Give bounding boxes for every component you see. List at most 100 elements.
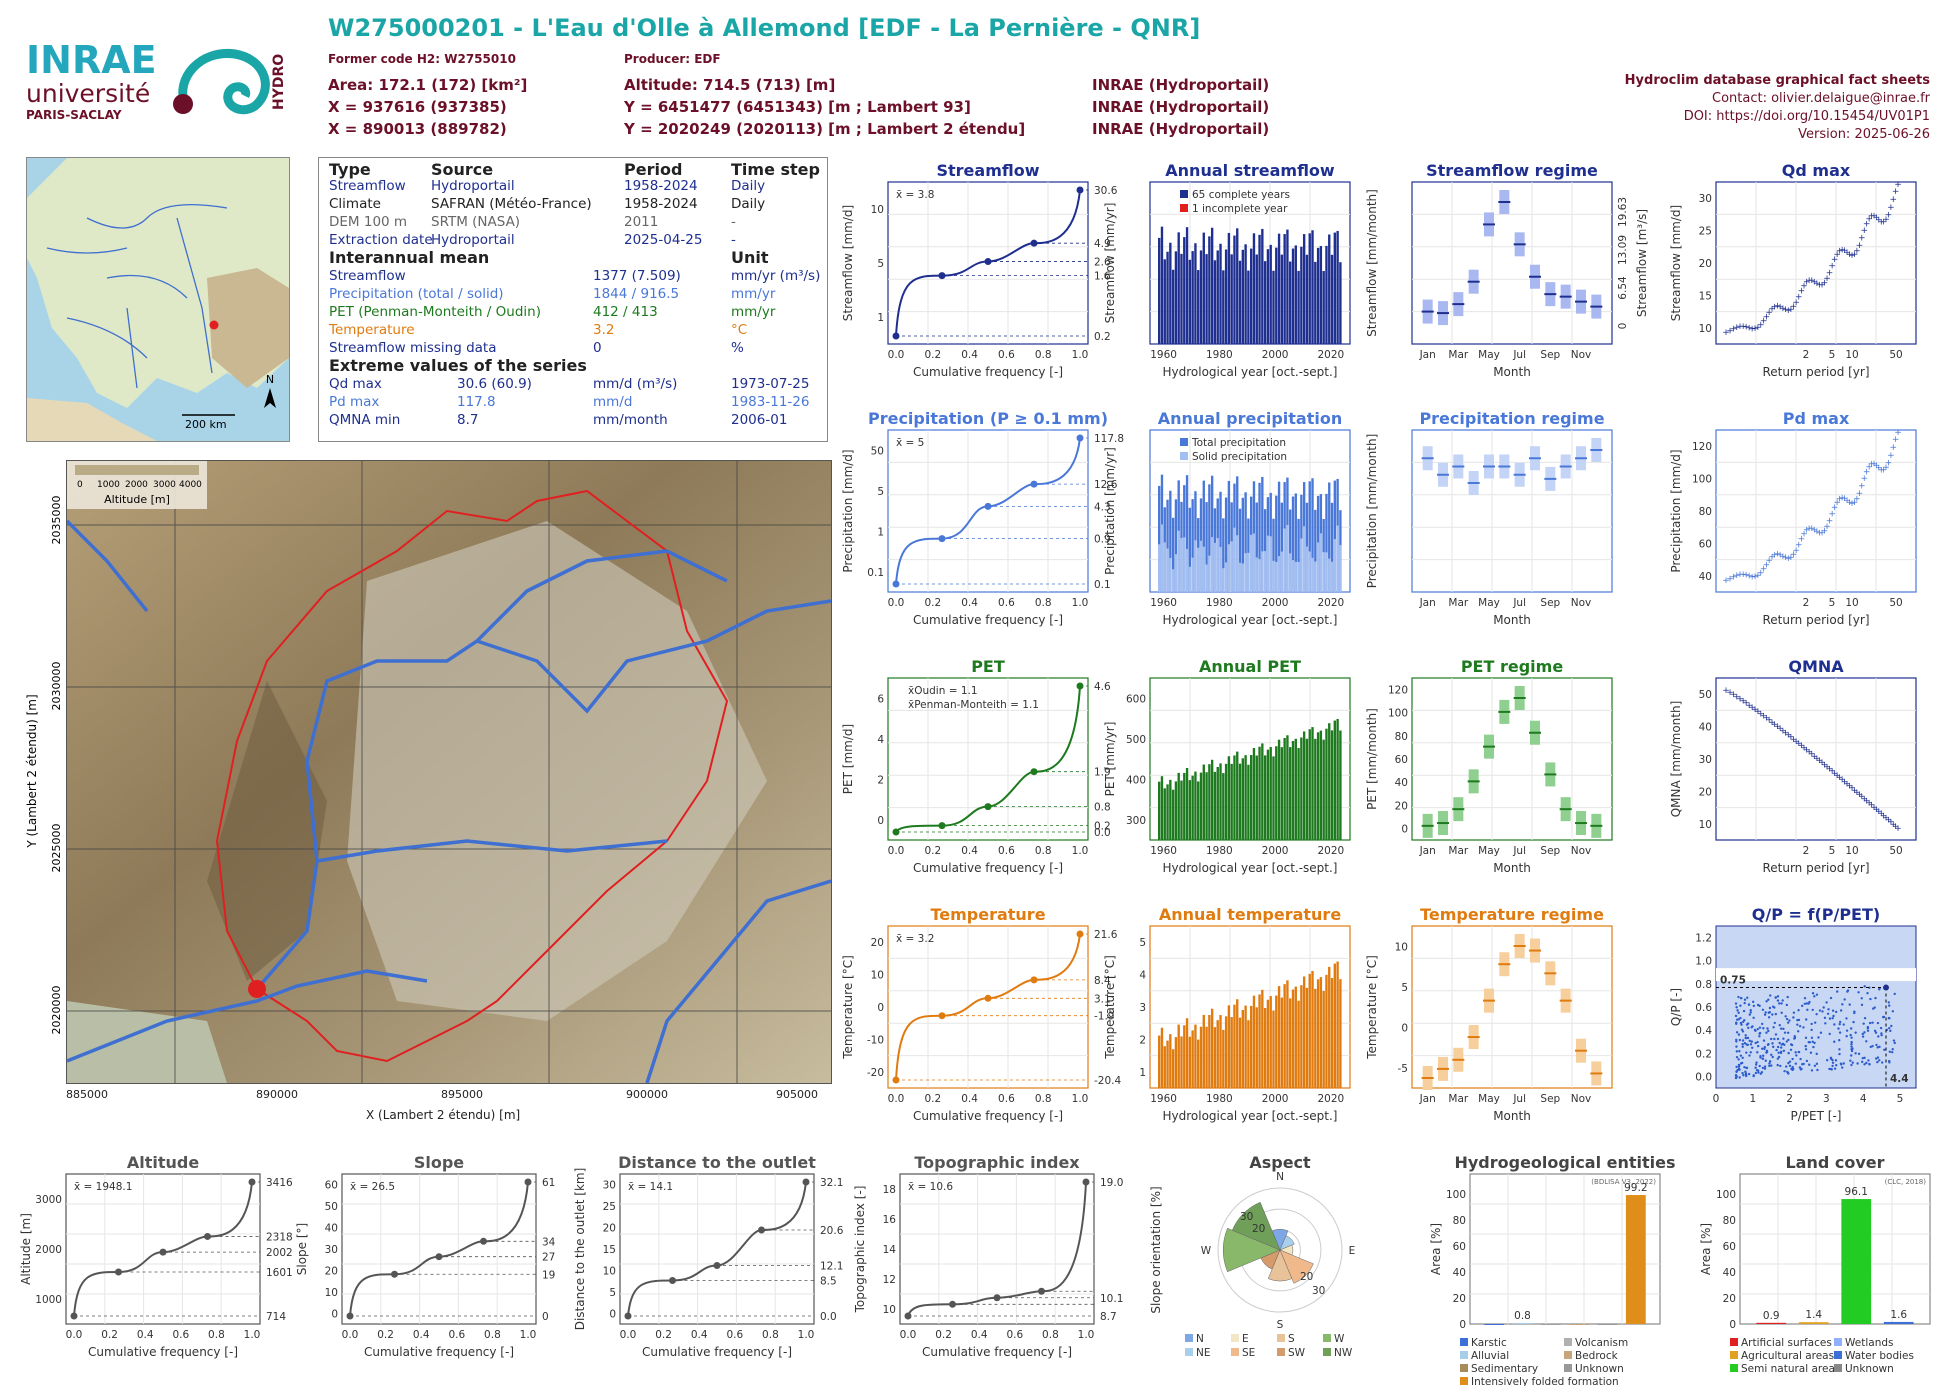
scatter-point [1850, 1036, 1853, 1039]
x-tick-label: 1980 [1206, 845, 1233, 857]
bar [1289, 509, 1292, 592]
scatter-point [1815, 1062, 1819, 1066]
scatter-point [1779, 1064, 1782, 1068]
return-period-point: + [1868, 460, 1876, 470]
y-axis-label: Q/P [-] [1669, 988, 1683, 1026]
return-period-point: + [1843, 496, 1851, 506]
chart-title: Q/P = f(P/PET) [1752, 905, 1880, 924]
legend-entry: Unknown [1845, 1363, 1894, 1375]
bar [1163, 259, 1166, 344]
y-tick-label: 1 [877, 526, 884, 538]
scatter-point [1831, 1009, 1835, 1012]
bar [1252, 995, 1256, 1088]
scatter-point [1776, 1037, 1780, 1041]
mean-name: Streamflow missing data [329, 340, 497, 356]
x-tick-label: Nov [1571, 845, 1592, 857]
bar [1263, 509, 1267, 592]
scatter-point [1741, 1056, 1744, 1060]
y-tick-label: 0.1 [867, 567, 884, 579]
scatter-point [1824, 1022, 1827, 1025]
bar-value-label: 1.4 [1805, 1309, 1822, 1321]
bar [1202, 1014, 1205, 1088]
y-tick-label: 100 [1692, 474, 1712, 486]
return-period-point: + [1853, 247, 1861, 257]
scatter-point [1893, 1041, 1896, 1045]
scatter-point [1757, 1071, 1760, 1074]
bar [1197, 781, 1200, 840]
x-tick-label: 1960 [1150, 349, 1177, 361]
x-axis-label: Hydrological year [oct.-sept.] [1163, 1109, 1338, 1123]
x-tick-label: 10 [1845, 597, 1858, 609]
y-tick-label: 60 [1723, 1241, 1736, 1253]
right-tick-label: 19.0 [1100, 1177, 1123, 1189]
bar-secondary [1263, 551, 1267, 592]
scatter-point [1888, 1026, 1891, 1030]
x-tick-label: 0.8 [1042, 1329, 1059, 1341]
y-tick-label: 20 [325, 1265, 338, 1277]
mean-label: x̄ = 1948.1 [74, 1181, 132, 1193]
legend-entry: NW [1334, 1347, 1353, 1359]
scatter-point [1877, 1035, 1880, 1038]
scatter-point [1861, 1056, 1864, 1060]
bar [1174, 781, 1178, 840]
scatter-point [1846, 990, 1849, 993]
right-tick-label: 12.6 [1094, 479, 1118, 491]
bar-secondary [1300, 538, 1303, 592]
y-tick-label: 5 [1401, 982, 1408, 994]
bar [1333, 480, 1337, 592]
bar [1250, 1005, 1253, 1088]
scatter-point [1803, 996, 1807, 1000]
return-period-point: + [1751, 572, 1759, 582]
bar [1277, 739, 1281, 840]
bar [1272, 270, 1275, 344]
bar [1224, 763, 1228, 840]
return-period-point: + [1873, 213, 1881, 223]
return-period-point: + [1803, 526, 1811, 536]
bar [1213, 260, 1217, 344]
bar-value-label: 0.9 [1763, 1310, 1780, 1322]
bar [1160, 226, 1164, 344]
x-tick-label: 50 [1889, 845, 1902, 857]
scatter-point [1774, 996, 1777, 999]
return-period-point: + [1782, 728, 1790, 738]
map-x-tick: 900000 [626, 1088, 668, 1101]
right-tick-label: 19 [542, 1269, 555, 1281]
scatter-point [1749, 1043, 1753, 1046]
y-tick-label: 3000 [35, 1194, 62, 1206]
info-header-period: Period [624, 160, 683, 179]
y-axis-label: Temperature [°C] [1365, 955, 1379, 1060]
scatter-point [1766, 1027, 1769, 1030]
scatter-point [1816, 1068, 1819, 1072]
scatter-point [1762, 1026, 1765, 1030]
scatter-point [1735, 1038, 1738, 1042]
source-note: (CLC, 2018) [1885, 1178, 1927, 1186]
mean-value: 3.2 [593, 322, 615, 338]
right-tick-label: 714 [266, 1311, 286, 1323]
scatter-point [1839, 1009, 1843, 1012]
scatter-point [1825, 1001, 1828, 1004]
return-period-point: + [1792, 546, 1800, 556]
return-period-point: + [1748, 703, 1756, 713]
x-tick-label: 4 [1860, 1093, 1867, 1105]
bar [1169, 242, 1172, 344]
scatter-point [1838, 1048, 1841, 1051]
scatter-point [1776, 995, 1780, 998]
mean-label: x̄ = 26.5 [350, 1181, 395, 1193]
y-tick-label: 1.0 [1695, 956, 1712, 968]
scatter-point [1888, 1061, 1891, 1064]
return-period-point: + [1776, 724, 1784, 734]
scatter-point [1849, 1033, 1852, 1037]
y-lambert2: Y = 2020249 (2020113) [m ; Lambert 2 éte… [624, 120, 1026, 138]
scatter-point [1765, 1050, 1769, 1054]
scatter-point [1777, 1051, 1780, 1054]
y-tick-label: 30 [325, 1244, 338, 1256]
x-tick-label: 0.4 [961, 349, 978, 361]
y-tick-label: 2000 [35, 1244, 62, 1256]
return-period-point: + [1821, 526, 1829, 536]
bar [1216, 1020, 1219, 1088]
bar [1185, 475, 1189, 592]
return-period-point: + [1733, 571, 1741, 581]
category-bar [1883, 1321, 1914, 1324]
scatter-point [1805, 1018, 1808, 1021]
scatter-point [1866, 1029, 1870, 1032]
